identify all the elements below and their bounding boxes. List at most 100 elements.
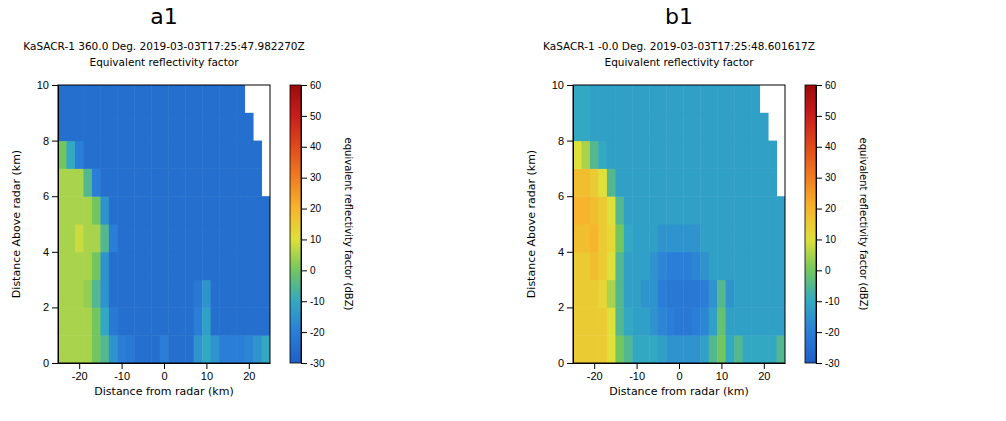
cell	[709, 335, 718, 363]
subtitle: Equivalent reflectivity factor	[90, 56, 240, 68]
colorbar-tick-label: 20	[310, 203, 322, 214]
cell	[194, 224, 203, 252]
cell	[590, 196, 599, 224]
cell	[743, 335, 752, 363]
cell	[100, 85, 109, 113]
cell	[632, 196, 641, 224]
cell	[666, 85, 675, 113]
x-axis-title: Distance from radar (km)	[94, 385, 233, 398]
cell	[666, 252, 675, 280]
cell	[83, 307, 92, 335]
cell	[262, 335, 270, 363]
colorbar-tick-label: 30	[825, 172, 837, 183]
colorbar-tick-mark	[301, 301, 307, 302]
y-tick: 8	[43, 135, 58, 147]
cell	[100, 168, 109, 196]
frame	[573, 85, 785, 363]
cell	[581, 252, 590, 280]
plot-area	[58, 85, 270, 363]
cell	[573, 113, 582, 141]
cell	[581, 196, 590, 224]
y-tick-mark	[567, 196, 573, 197]
subtitle: Equivalent reflectivity factor	[605, 56, 755, 68]
cell	[58, 224, 67, 252]
plot-area	[573, 85, 785, 363]
colorbar: -30-20-100102030405060equivalent reflect…	[290, 80, 354, 369]
colorbar-tick-mark	[301, 178, 307, 179]
cell	[253, 252, 262, 280]
y-tick-mark	[567, 307, 573, 308]
cell	[236, 168, 245, 196]
cell	[66, 280, 75, 308]
cell	[134, 85, 143, 113]
cell	[134, 224, 143, 252]
cell	[751, 224, 760, 252]
cell	[168, 307, 177, 335]
colorbar-tick-label: -10	[310, 296, 325, 307]
y-tick-mark	[567, 85, 573, 86]
cell	[598, 307, 607, 335]
cell	[202, 196, 211, 224]
cell	[185, 252, 194, 280]
colorbar-tick: 60	[816, 80, 837, 91]
y-tick-mark	[52, 307, 58, 308]
cell	[134, 196, 143, 224]
cell	[75, 252, 84, 280]
cell	[262, 224, 270, 252]
cell	[236, 307, 245, 335]
cell	[658, 252, 667, 280]
cell	[624, 196, 633, 224]
cell	[717, 196, 726, 224]
colorbar-tick: -30	[301, 358, 325, 369]
cell	[768, 252, 777, 280]
cell	[768, 307, 777, 335]
cell	[134, 280, 143, 308]
cell	[177, 168, 186, 196]
cell	[777, 307, 785, 335]
cell	[751, 280, 760, 308]
x-tick-mark	[249, 363, 250, 369]
cell	[151, 280, 160, 308]
cell	[573, 85, 582, 113]
cell	[615, 168, 624, 196]
y-tick-label: 4	[43, 246, 49, 258]
cell	[177, 85, 186, 113]
cell	[126, 224, 135, 252]
colorbar-tick-label: 40	[825, 141, 837, 152]
cell	[151, 168, 160, 196]
cell	[211, 85, 220, 113]
cell	[66, 307, 75, 335]
cell	[683, 335, 692, 363]
y-tick: 6	[43, 190, 58, 202]
cell	[219, 224, 228, 252]
cell	[632, 335, 641, 363]
cell	[641, 168, 650, 196]
cell	[194, 113, 203, 141]
cell	[675, 196, 684, 224]
cell	[109, 196, 118, 224]
cell	[726, 335, 735, 363]
cell	[590, 280, 599, 308]
cell	[573, 196, 582, 224]
y-tick: 4	[43, 246, 58, 258]
cell	[245, 168, 254, 196]
cell	[134, 113, 143, 141]
colorbar-tick-mark	[816, 116, 822, 117]
cell	[143, 168, 152, 196]
cell	[624, 113, 633, 141]
cell	[700, 168, 709, 196]
cell	[66, 224, 75, 252]
cell	[228, 85, 237, 113]
cell	[607, 196, 616, 224]
x-tick: 20	[758, 363, 770, 382]
cell	[675, 307, 684, 335]
colorbar-tick-mark	[301, 85, 307, 86]
cell	[777, 280, 785, 308]
cell	[615, 252, 624, 280]
cell	[253, 196, 262, 224]
cell	[143, 85, 152, 113]
cell	[117, 252, 126, 280]
cell	[245, 252, 254, 280]
cell	[117, 85, 126, 113]
x-tick-mark	[79, 363, 80, 369]
